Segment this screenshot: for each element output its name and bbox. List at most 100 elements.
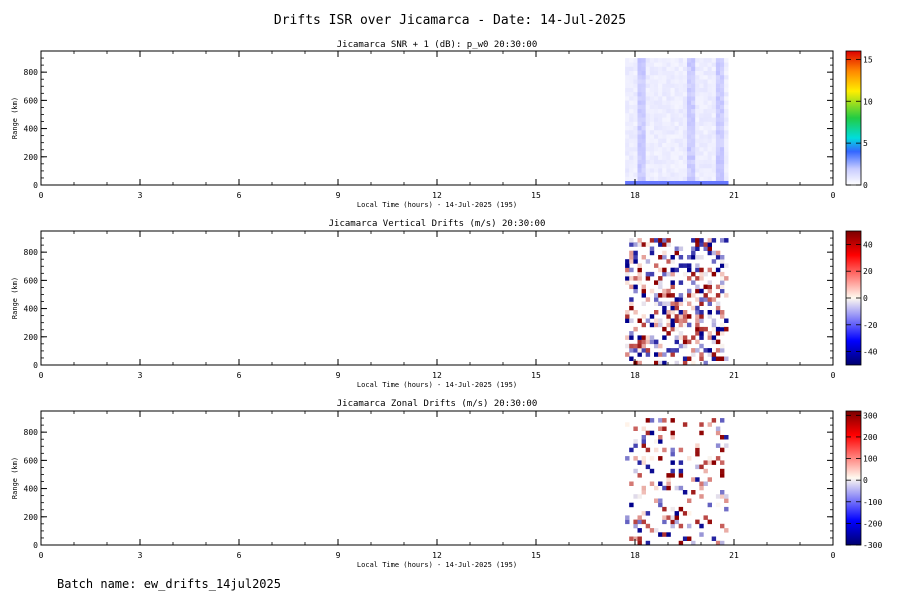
- heatmap-cell: [658, 168, 663, 173]
- heatmap-cell: [691, 91, 696, 97]
- heatmap-cell: [695, 75, 700, 80]
- heatmap-cell: [641, 322, 646, 328]
- heatmap-cell: [645, 138, 651, 143]
- heatmap-cell: [682, 360, 688, 366]
- heatmap-cell: [711, 138, 717, 143]
- heatmap-cell: [715, 443, 721, 448]
- heatmap-cell: [699, 100, 704, 105]
- heatmap-cell: [699, 113, 704, 118]
- heatmap-cell: [699, 297, 704, 302]
- heatmap-cell: [670, 151, 675, 156]
- heatmap-cell: [666, 155, 671, 160]
- heatmap-cell: [711, 117, 717, 122]
- heatmap-cell: [699, 276, 704, 281]
- heatmap-cell: [678, 523, 684, 529]
- heatmap-cell: [674, 318, 679, 323]
- heatmap-cell: [625, 75, 630, 80]
- heatmap-cell: [703, 113, 708, 118]
- heatmap-cell: [687, 100, 692, 105]
- heatmap-cell: [699, 104, 704, 110]
- heatmap-cell: [720, 142, 725, 148]
- x-tick-label: 21: [729, 371, 739, 380]
- heatmap-cell: [699, 494, 704, 499]
- heatmap-cell: [678, 246, 684, 251]
- heatmap-cell: [699, 422, 704, 427]
- heatmap-cell: [682, 422, 688, 427]
- heatmap-cell: [658, 75, 663, 80]
- heatmap-cell: [645, 142, 651, 148]
- heatmap-cell: [670, 146, 675, 152]
- heatmap-cell: [687, 172, 692, 177]
- heatmap-cell: [715, 113, 721, 118]
- heatmap-cell: [654, 96, 659, 101]
- heatmap-cell: [641, 456, 646, 461]
- heatmap-cell: [707, 422, 712, 427]
- heatmap-cells: [625, 418, 729, 546]
- heatmap-cell: [658, 125, 663, 131]
- heatmap-cell: [641, 75, 646, 80]
- heatmap-cell: [654, 130, 659, 135]
- heatmap-cell: [662, 155, 667, 160]
- heatmap-cell: [649, 70, 655, 76]
- heatmap-cell: [658, 360, 663, 366]
- heatmap-cell: [625, 70, 630, 76]
- heatmap-cell: [649, 418, 655, 423]
- heatmap-cell: [654, 168, 659, 173]
- heatmap-cell: [666, 151, 671, 156]
- heatmap-cell: [662, 305, 667, 311]
- heatmap-cell: [707, 310, 712, 315]
- heatmap-cell: [699, 138, 704, 143]
- heatmap-cell: [662, 515, 667, 520]
- heatmap-cell: [720, 121, 725, 126]
- heatmap-cell: [658, 180, 663, 186]
- heatmap-cell: [678, 301, 684, 306]
- heatmap-cell: [695, 66, 700, 71]
- heatmap-cell: [707, 155, 712, 160]
- heatmap-cell: [715, 130, 721, 135]
- heatmap-cell: [724, 276, 729, 281]
- heatmap-cell: [641, 125, 646, 131]
- heatmap-cell: [666, 314, 671, 319]
- colorbar-tick-label: 0: [863, 476, 868, 485]
- heatmap-cell: [715, 100, 721, 105]
- heatmap-cell: [633, 468, 638, 474]
- heatmap-cell: [682, 271, 688, 277]
- heatmap-cell: [654, 121, 659, 126]
- heatmap-cell: [658, 343, 663, 349]
- heatmap-cell: [682, 356, 688, 361]
- heatmap-cell: [711, 125, 717, 131]
- x-tick-label: 3: [138, 191, 143, 200]
- heatmap-cell: [678, 138, 684, 143]
- heatmap-cell: [703, 326, 708, 332]
- heatmap-cell: [649, 138, 655, 143]
- heatmap-cell: [703, 117, 708, 122]
- heatmap-cell: [633, 255, 638, 260]
- heatmap-cell: [687, 176, 692, 181]
- heatmap-cell: [707, 352, 712, 357]
- heatmap-cell: [703, 515, 708, 520]
- heatmap-cell: [678, 180, 684, 186]
- heatmap-cell: [674, 176, 679, 181]
- heatmap-cell: [711, 238, 717, 243]
- heatmap-cell: [720, 263, 725, 268]
- heatmap-cell: [666, 331, 671, 336]
- heatmap-cell: [662, 238, 667, 243]
- heatmap-cell: [641, 255, 646, 260]
- heatmap-cell: [670, 460, 675, 465]
- heatmap-cell: [691, 83, 696, 88]
- x-tick-label: 9: [336, 191, 341, 200]
- heatmap-cell: [670, 134, 675, 139]
- heatmap-cell: [699, 238, 704, 243]
- heatmap-cell: [703, 168, 708, 173]
- heatmap-cell: [715, 284, 721, 290]
- heatmap-cell: [629, 180, 634, 186]
- heatmap-cell: [682, 180, 688, 186]
- heatmap-cell: [629, 134, 634, 139]
- heatmap-cell: [633, 113, 638, 118]
- heatmap-cell: [645, 155, 651, 160]
- heatmap-cell: [670, 87, 675, 93]
- heatmap-cell: [720, 70, 725, 76]
- heatmap-cell: [658, 456, 663, 461]
